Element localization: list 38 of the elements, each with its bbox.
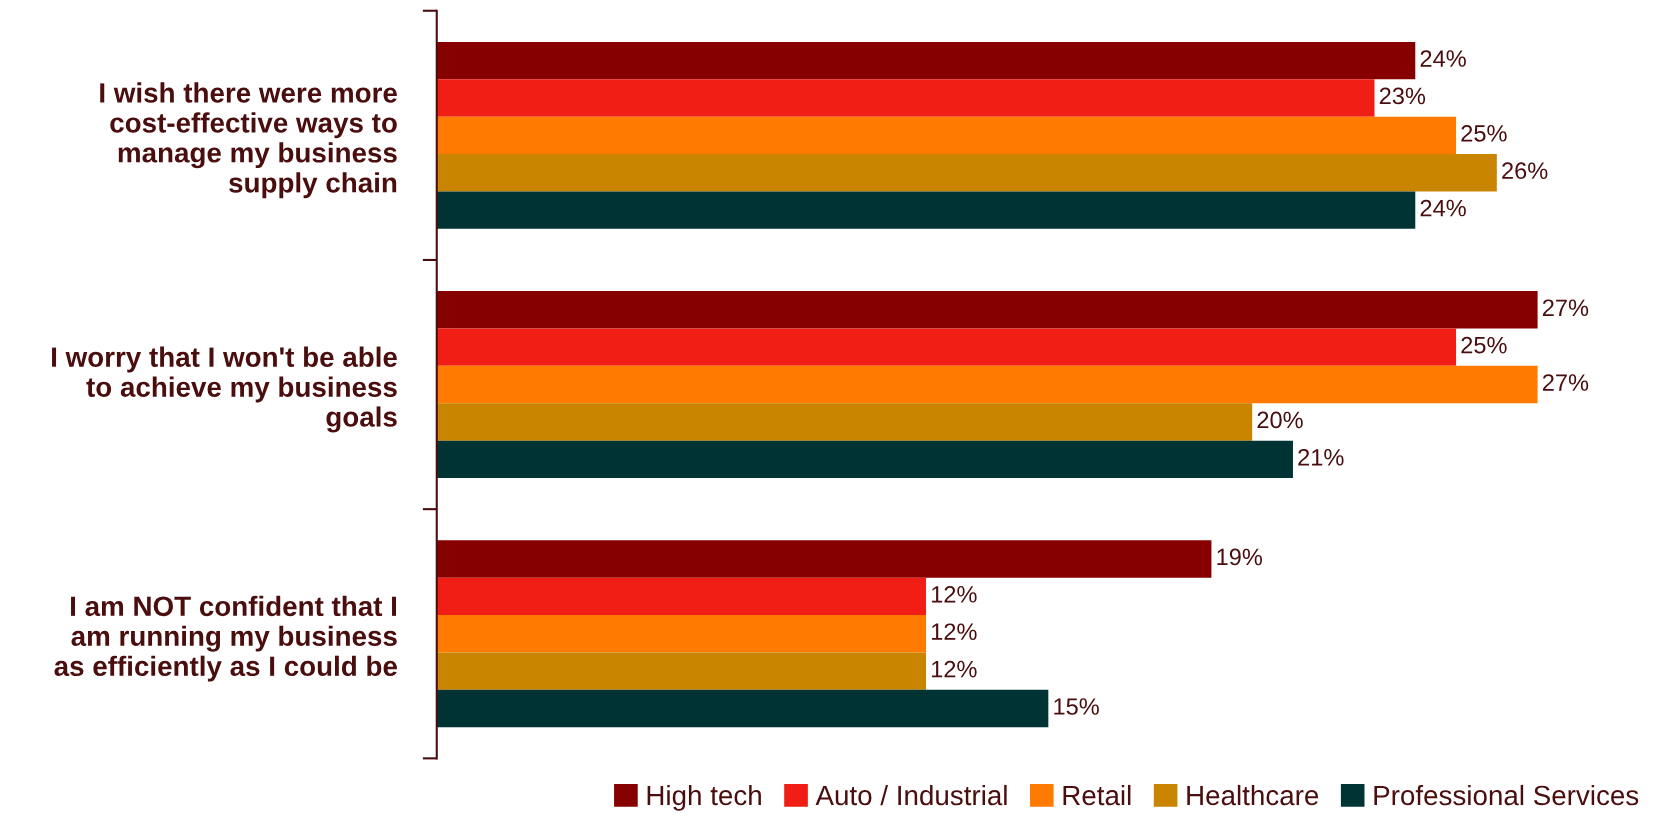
legend-label: Auto / Industrial: [815, 784, 1007, 806]
data-label: 12%: [931, 660, 977, 678]
bar: [436, 291, 1538, 329]
data-label: 25%: [1461, 124, 1507, 142]
y-tick-label: I wish there were more cost-effective ways to manage my business supply chain: [100, 82, 397, 199]
bar: [436, 365, 1538, 404]
data-label: 19%: [1217, 548, 1263, 566]
data-label: 23%: [1379, 87, 1426, 105]
data-label: 27%: [1542, 374, 1589, 391]
bar: [436, 191, 1416, 229]
y-tick-label: I worry that I won't be able to achieve my business goals: [52, 346, 397, 433]
data-label: 21%: [1298, 448, 1344, 466]
bar: [436, 652, 927, 690]
legend-label: Professional Services: [1374, 784, 1639, 806]
data-label: 24%: [1420, 50, 1466, 67]
bar: [436, 577, 927, 616]
bar: [436, 403, 1253, 441]
data-label: 20%: [1257, 411, 1303, 429]
bar: [436, 79, 1375, 117]
bar: [436, 328, 1457, 366]
bar: [436, 440, 1293, 479]
legend-label: High tech: [647, 784, 761, 811]
bar: [436, 116, 1457, 155]
bar: [436, 154, 1497, 192]
bar: [436, 615, 927, 653]
data-label: 24%: [1420, 199, 1466, 217]
data-label: 26%: [1502, 162, 1548, 180]
bar: [436, 689, 1049, 728]
data-label: 12%: [931, 586, 977, 603]
data-label: 25%: [1461, 336, 1507, 354]
bar: [436, 41, 1416, 80]
y-tick-label: I am NOT confident that I am running my business as efficiently as I could be: [54, 595, 397, 682]
bar: [436, 540, 1212, 578]
data-label: 27%: [1542, 299, 1589, 317]
data-label: 12%: [931, 623, 977, 640]
legend-label: Retail: [1063, 784, 1131, 806]
legend-label: Healthcare: [1187, 784, 1319, 806]
data-label: 15%: [1054, 698, 1099, 715]
